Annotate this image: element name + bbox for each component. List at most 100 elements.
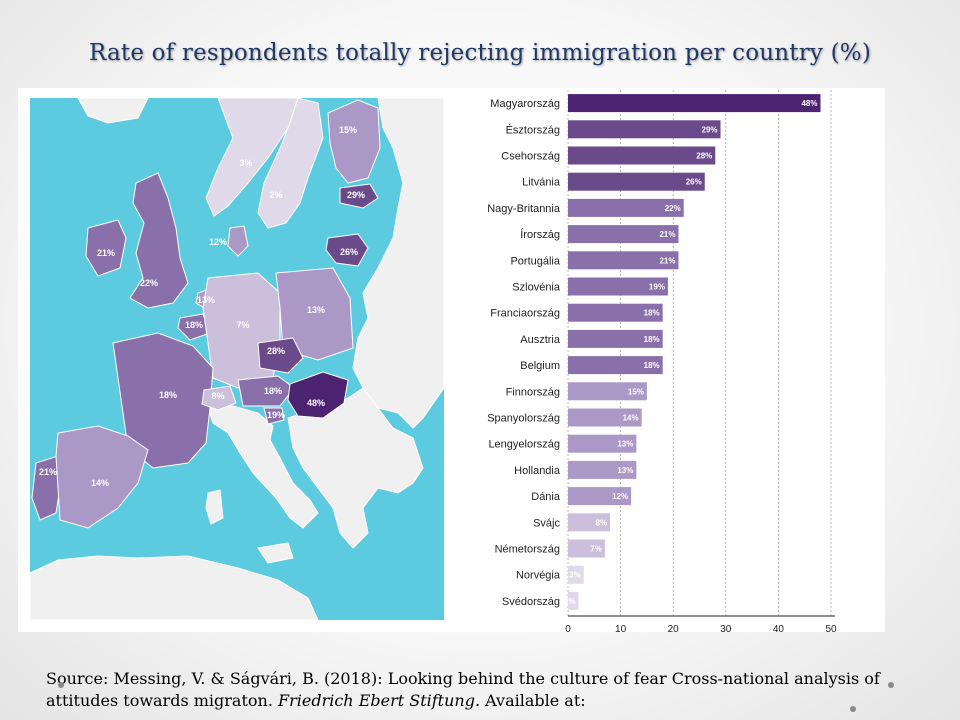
- map-label-estonia: 29%: [347, 190, 365, 200]
- map-country-united-kingdom: [129, 172, 189, 309]
- bar-nagy-britannia: [568, 198, 684, 217]
- bullet-left: [58, 682, 64, 688]
- map-country-portugal: [31, 455, 61, 521]
- bar-value-ausztria: 18%: [644, 335, 660, 344]
- map-label-poland: 13%: [307, 305, 325, 315]
- map-label-lithuania: 26%: [340, 247, 358, 257]
- bar-value-portug-lia: 21%: [659, 256, 675, 265]
- bar-sv-jc: [568, 513, 611, 532]
- bar-chart-svg: 48% 29% 28% 26% 22% 21% 21% 19% 18% 18% 18% 15% 14% 1…: [487, 90, 837, 632]
- bar-value-finnorsz-g: 15%: [628, 387, 644, 396]
- map-label-denmark: 12%: [209, 237, 227, 247]
- category-label-csehorsz-g: Csehország: [501, 151, 560, 163]
- map-label-ireland: 21%: [97, 248, 115, 258]
- x-tick-label-20: 20: [668, 624, 680, 632]
- bar-value--sztorsz-g: 29%: [702, 125, 718, 134]
- category-label-litv-nia: Litvánia: [522, 177, 561, 189]
- europe-map-svg: 15% 3% 2% 29% 26% 12% 21% 22% 13% 18% 7% 13% 28% 18% 8…: [29, 97, 445, 621]
- bar-n-metorsz-g: [568, 539, 605, 558]
- bar-value-hollandia: 13%: [617, 466, 633, 475]
- map-label-sweden: 2%: [269, 190, 282, 200]
- category-label-norv-gia: Norvégia: [516, 570, 561, 582]
- category-label-spanyolorsz-g: Spanyolország: [487, 413, 560, 425]
- map-country-austria: [237, 375, 295, 407]
- category-label-lengyelorsz-g: Lengyelország: [488, 439, 560, 451]
- map-country-lithuania: [325, 233, 369, 267]
- map-label-hungary: 48%: [307, 398, 325, 408]
- map-country-estonia: [339, 183, 379, 209]
- category-label-finnorsz-g: Finnország: [506, 386, 560, 398]
- bar-szlov-nia: [568, 277, 668, 296]
- bar-value-belgium: 18%: [644, 361, 660, 370]
- map-label-norway: 3%: [239, 158, 252, 168]
- map-land-east: [352, 97, 445, 429]
- bar-value-norv-gia: 3%: [569, 571, 581, 580]
- bar-spanyolorsz-g: [568, 408, 642, 427]
- map-label-belgium: 18%: [185, 320, 203, 330]
- map-label-spain: 14%: [91, 478, 109, 488]
- map-country-finland: [327, 99, 381, 184]
- category-label-sv-jc: Svájc: [533, 517, 560, 529]
- bar-value-magyarorsz-g: 48%: [801, 99, 817, 108]
- europe-map: 15% 3% 2% 29% 26% 12% 21% 22% 13% 18% 7% 13% 28% 18% 8…: [18, 88, 463, 632]
- map-country-czech-republic: [257, 337, 304, 374]
- bar-value-szlov-nia: 19%: [649, 283, 665, 292]
- map-land-sicily: [257, 542, 294, 564]
- map-land-sardinia: [205, 489, 224, 525]
- source-publisher: Friedrich Ebert Stiftung.: [278, 691, 481, 710]
- map-label-switzerland: 8%: [211, 391, 224, 401]
- x-tick-label-50: 50: [825, 624, 837, 632]
- category-label-nagy-britannia: Nagy-Britannia: [487, 203, 561, 215]
- category-label--sztorsz-g: Észtország: [506, 123, 560, 136]
- x-tick-label-0: 0: [565, 624, 571, 632]
- bar-value-lengyelorsz-g: 13%: [617, 440, 633, 449]
- x-tick-label-40: 40: [773, 624, 785, 632]
- bar-value-n-metorsz-g: 7%: [590, 545, 602, 554]
- category-label-franciaorsz-g: Franciaország: [490, 308, 560, 320]
- map-label-netherlands: 13%: [197, 295, 215, 305]
- category-label-d-nia: Dánia: [531, 491, 561, 503]
- map-label-united-kingdom: 22%: [140, 278, 158, 288]
- category-label-szlov-nia: Szlovénia: [512, 282, 561, 294]
- category-label-belgium: Belgium: [520, 360, 560, 372]
- slide-title: Rate of respondents totally rejecting im…: [88, 40, 872, 66]
- map-land-balkans: [287, 387, 424, 549]
- source-text-1: Source: Messing, V. & Ságvári, B. (2018)…: [46, 669, 880, 710]
- bar-litv-nia: [568, 172, 705, 191]
- category-label-portug-lia: Portugália: [510, 255, 560, 267]
- bar-csehorsz-g: [568, 146, 716, 165]
- map-label-finland: 15%: [339, 125, 357, 135]
- map-label-austria: 18%: [264, 386, 282, 396]
- bar-norv-gia: [568, 565, 584, 584]
- bar-finnorsz-g: [568, 382, 647, 401]
- map-country-ireland: [85, 219, 127, 277]
- bar-value-franciaorsz-g: 18%: [644, 309, 660, 318]
- map-country-switzerland: [201, 385, 237, 411]
- category-label-sv-dorsz-g: Svédország: [502, 596, 560, 608]
- bullet-right: [888, 682, 894, 688]
- bar-value-sv-dorsz-g: 2%: [564, 597, 576, 606]
- bar-value-spanyolorsz-g: 14%: [623, 414, 639, 423]
- source-text-2: Available at:: [480, 691, 586, 710]
- bar-value-csehorsz-g: 28%: [696, 152, 712, 161]
- map-label-germany: 7%: [236, 320, 249, 330]
- bar-d-nia: [568, 487, 632, 506]
- map-land-northafrica: [29, 555, 319, 621]
- bar-portug-lia: [568, 251, 679, 270]
- source-citation: Source: Messing, V. & Ságvári, B. (2018)…: [46, 668, 896, 712]
- map-label-france: 18%: [159, 390, 177, 400]
- map-land-iceland-edge: [77, 97, 149, 124]
- bar-value-nagy-britannia: 22%: [665, 204, 681, 213]
- category-label-ausztria: Ausztria: [520, 334, 561, 346]
- map-country-hungary: [287, 371, 349, 419]
- category-label-magyarorsz-g: Magyarország: [490, 98, 560, 110]
- bullet-bottom: [850, 706, 856, 712]
- bar-belgium: [568, 356, 663, 375]
- bar-lengyelorsz-g: [568, 434, 637, 453]
- category-label-n-metorsz-g: Németország: [495, 544, 560, 556]
- x-tick-label-10: 10: [615, 624, 627, 632]
- map-country-denmark: [227, 225, 249, 257]
- bar-franciaorsz-g: [568, 303, 663, 322]
- bar-value--rorsz-g: 21%: [659, 230, 675, 239]
- map-country-germany: [202, 272, 281, 389]
